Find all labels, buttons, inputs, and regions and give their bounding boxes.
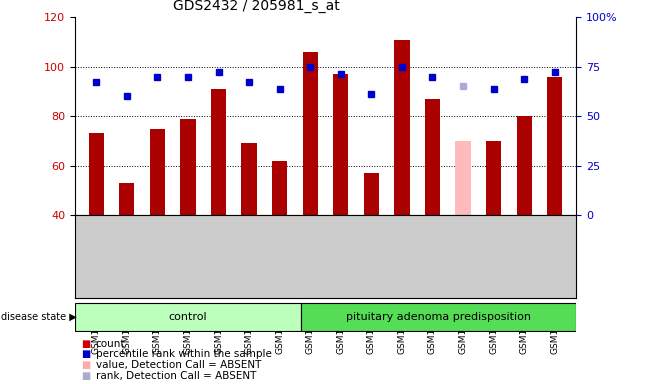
- Bar: [456, 141, 471, 215]
- Text: ■: ■: [81, 360, 90, 370]
- Text: value, Detection Call = ABSENT: value, Detection Call = ABSENT: [96, 360, 261, 370]
- Bar: [425, 99, 440, 215]
- Bar: [119, 183, 135, 215]
- Text: ■: ■: [81, 371, 90, 381]
- Bar: [516, 116, 532, 215]
- Text: rank, Detection Call = ABSENT: rank, Detection Call = ABSENT: [96, 371, 256, 381]
- Bar: [364, 173, 379, 215]
- Text: count: count: [96, 339, 125, 349]
- FancyBboxPatch shape: [301, 303, 576, 331]
- Text: ■: ■: [81, 339, 90, 349]
- Bar: [89, 134, 104, 215]
- Bar: [333, 74, 348, 215]
- Bar: [180, 119, 195, 215]
- Text: control: control: [169, 312, 207, 322]
- Bar: [272, 161, 287, 215]
- Text: percentile rank within the sample: percentile rank within the sample: [96, 349, 271, 359]
- FancyBboxPatch shape: [75, 303, 301, 331]
- Bar: [486, 141, 501, 215]
- Bar: [242, 143, 256, 215]
- Text: pituitary adenoma predisposition: pituitary adenoma predisposition: [346, 312, 531, 322]
- Text: GDS2432 / 205981_s_at: GDS2432 / 205981_s_at: [173, 0, 339, 13]
- Text: ■: ■: [81, 349, 90, 359]
- Bar: [150, 129, 165, 215]
- Bar: [303, 52, 318, 215]
- Bar: [211, 89, 226, 215]
- Bar: [395, 40, 409, 215]
- Text: disease state ▶: disease state ▶: [1, 312, 77, 322]
- Bar: [547, 77, 562, 215]
